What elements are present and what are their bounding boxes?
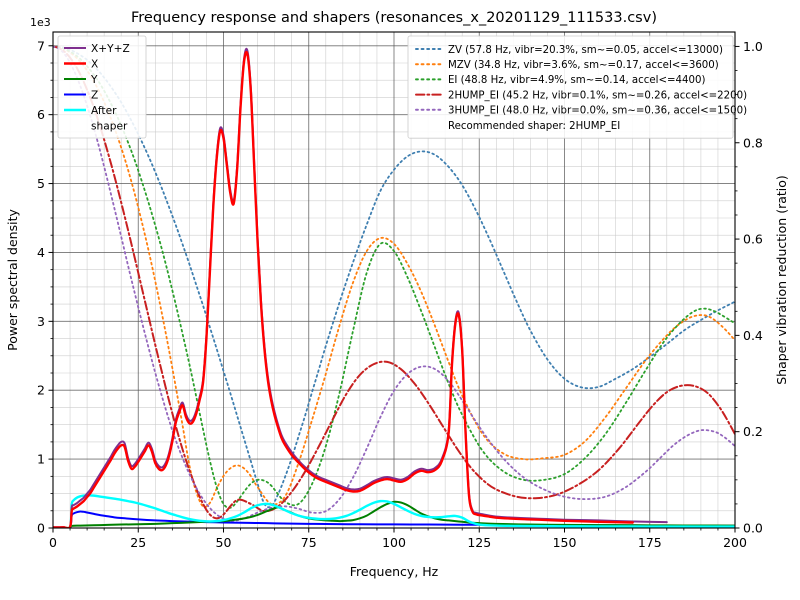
legend-label-2hump_ei: 2HUMP_EI (45.2 Hz, vibr=0.1%, sm~=0.26, … — [448, 90, 747, 101]
legend-label-mzv: MZV (34.8 Hz, vibr=3.6%, sm~=0.17, accel… — [448, 60, 719, 71]
legend-label-y: Y — [90, 74, 98, 86]
x-tick-label: 175 — [638, 535, 662, 550]
y-tick-label-right: 0.2 — [743, 424, 763, 439]
x-tick-label: 75 — [301, 535, 317, 550]
psd-legend[interactable]: X+Y+Z XYZ After shaper — [57, 35, 147, 139]
shaper-curve-2hump_ei — [53, 45, 735, 520]
shaper-curve-3hump_ei — [53, 45, 735, 522]
x-tick-label: 200 — [723, 535, 747, 550]
legend-label-z: Z — [91, 89, 98, 101]
legend-label-ei: EI (48.8 Hz, vibr=4.9%, sm~=0.14, accel<… — [448, 75, 705, 86]
recommended-shaper-note: Recommended shaper: 2HUMP_EI — [448, 121, 620, 132]
y-tick-label-left: 6 — [37, 107, 45, 122]
shaper-legend[interactable]: ZV (57.8 Hz, vibr=20.3%, sm~=0.05, accel… — [407, 35, 747, 139]
x-tick-label: 0 — [49, 535, 57, 550]
y-tick-label-left: 5 — [37, 176, 45, 191]
y-tick-label-right: 0.8 — [743, 135, 763, 150]
x-tick-label: 150 — [553, 535, 577, 550]
y-tick-label-left: 4 — [37, 245, 45, 260]
psd-legend-box — [57, 35, 147, 139]
shaper-curve-mzv — [53, 45, 735, 508]
x-tick-label: 25 — [130, 535, 146, 550]
axis-ticks: 0 25 50 75 100 125 150 175 200 0 1 2 3 4 5 6 7 0.0 0.2 0.4 0… — [37, 38, 763, 550]
x-axis-label: Frequency, Hz — [350, 564, 439, 579]
x-tick-label: 100 — [382, 535, 406, 550]
y-tick-label-left: 1 — [37, 452, 45, 467]
y-tick-label-left: 3 — [37, 314, 45, 329]
x-tick-label: 50 — [216, 535, 232, 550]
x-tick-label: 125 — [467, 535, 491, 550]
y-tick-label-right: 0.6 — [743, 232, 763, 247]
shaper-legend-box — [407, 35, 734, 139]
y-tick-label-left: 2 — [37, 383, 45, 398]
y-tick-label-right: 0.0 — [743, 521, 763, 536]
psd-curve-y — [53, 500, 735, 528]
y-axis-offset-label: 1e3 — [30, 16, 51, 29]
shaper-curve-ei — [53, 45, 735, 509]
legend-label-after-shaper: After — [91, 105, 117, 117]
y-tick-label-left: 7 — [37, 38, 45, 53]
legend-label-3hump_ei: 3HUMP_EI (48.0 Hz, vibr=0.0%, sm~=0.36, … — [448, 106, 747, 117]
y-tick-label-right: 1.0 — [743, 39, 763, 54]
y-axis-label-left: Power spectral density — [5, 209, 20, 351]
y-tick-label-left: 0 — [37, 521, 45, 536]
chart-title: Frequency response and shapers (resonanc… — [131, 10, 657, 26]
legend-label-after-shaper: shaper — [91, 120, 128, 132]
y-tick-label-right: 0.4 — [743, 328, 763, 343]
legend-label-zv: ZV (57.8 Hz, vibr=20.3%, sm~=0.05, accel… — [448, 45, 723, 56]
legend-label-x-y-z: X+Y+Z — [91, 43, 130, 55]
psd-curve-after-shaper — [53, 494, 735, 528]
psd-curve-x — [53, 50, 634, 528]
legend-label-x: X — [91, 58, 98, 70]
y-axis-label-right: Shaper vibration reduction (ratio) — [774, 175, 789, 385]
